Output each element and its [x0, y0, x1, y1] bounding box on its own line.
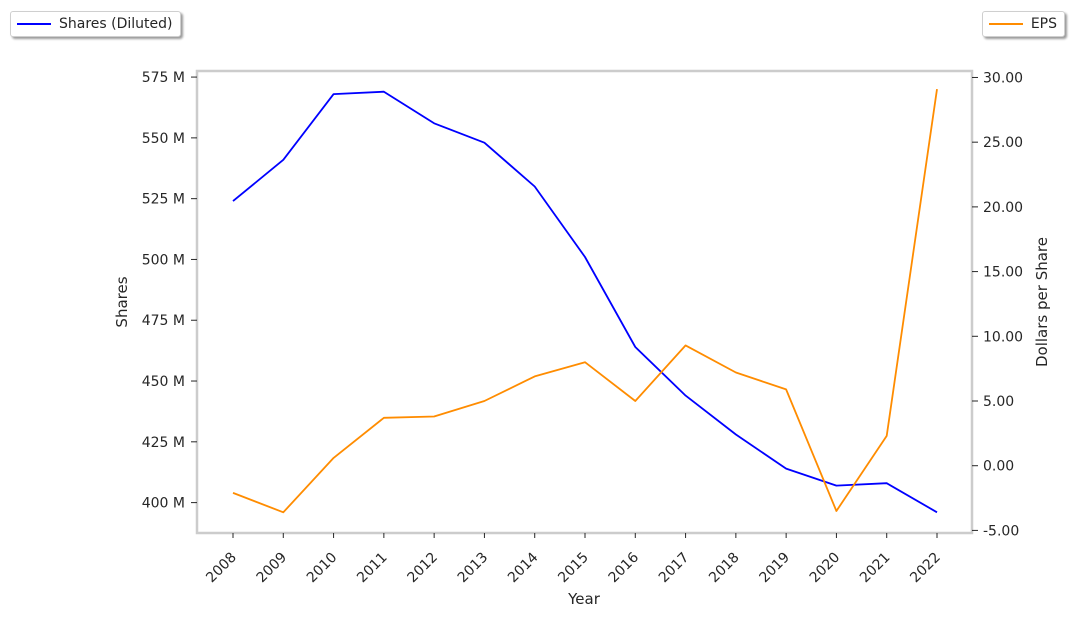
x-tick-label: 2008 — [203, 550, 240, 587]
y-axis-label-right: Dollars per Share — [1033, 237, 1051, 367]
y-right-tick-label: 0.00 — [983, 459, 1014, 475]
x-tick-label: 2018 — [706, 550, 743, 587]
y-left-tick-label: 400 M — [142, 496, 185, 512]
y-left-tick-label: 425 M — [142, 435, 185, 451]
legend-shares-label: Shares (Diluted) — [59, 16, 173, 32]
y-left-tick-label: 475 M — [142, 313, 185, 329]
y-left-tick-label: 500 M — [142, 252, 185, 268]
y-left-tick-label: 550 M — [142, 131, 185, 147]
y-left-tick-label: 575 M — [142, 70, 185, 86]
y-right-tick-label: 25.00 — [983, 135, 1023, 151]
plot-area — [195, 69, 974, 535]
x-tick-label: 2019 — [756, 550, 793, 587]
x-tick-label: 2010 — [304, 550, 341, 587]
x-tick-label: 2022 — [907, 550, 944, 587]
legend-eps: EPS — [981, 11, 1065, 37]
x-tick-label: 2012 — [404, 550, 441, 587]
series-line-shares — [232, 90, 938, 514]
x-tick-label: 2016 — [606, 549, 643, 586]
series-line-eps — [232, 88, 938, 514]
x-tick-label: 2017 — [656, 550, 693, 587]
legend-eps-swatch — [988, 23, 1023, 25]
x-tick-label: 2014 — [505, 549, 542, 586]
x-tick-label: 2021 — [857, 550, 894, 587]
legend-shares-swatch — [17, 23, 51, 25]
x-tick-label: 2013 — [455, 550, 492, 587]
y-right-tick-label: 30.00 — [983, 70, 1023, 86]
x-axis-label: Year — [567, 590, 601, 608]
legend-shares: Shares (Diluted) — [10, 11, 181, 37]
x-tick-label: 2011 — [354, 550, 391, 587]
y-left-tick-label: 450 M — [142, 374, 185, 390]
x-tick-label: 2009 — [254, 550, 291, 587]
x-tick-label: 2015 — [555, 550, 592, 587]
legend-eps-label: EPS — [1030, 16, 1057, 32]
x-tick-label: 2020 — [807, 550, 844, 587]
y-right-tick-label: -5.00 — [983, 523, 1019, 539]
y-right-tick-label: 15.00 — [983, 265, 1023, 281]
y-right-tick-label: 20.00 — [983, 200, 1023, 216]
y-right-tick-label: 5.00 — [983, 394, 1014, 410]
y-right-tick-label: 10.00 — [983, 329, 1023, 345]
y-axis-label-left: Shares — [113, 276, 131, 327]
y-left-tick-label: 525 M — [142, 192, 185, 208]
